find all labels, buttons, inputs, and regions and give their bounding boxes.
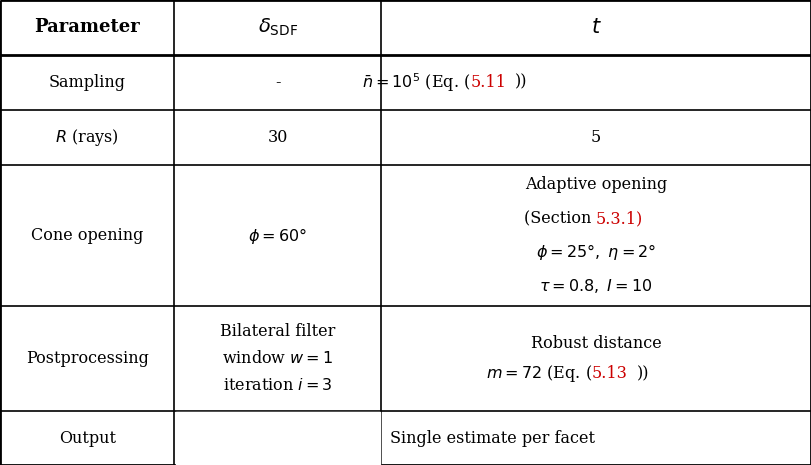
Text: Postprocessing: Postprocessing	[26, 350, 148, 367]
Text: Cone opening: Cone opening	[31, 227, 144, 244]
Text: $R$ (rays): $R$ (rays)	[55, 126, 119, 148]
Text: Adaptive opening: Adaptive opening	[525, 176, 667, 193]
Text: 5: 5	[591, 129, 601, 146]
Text: )): ))	[515, 74, 527, 91]
Text: Sampling: Sampling	[49, 74, 126, 91]
Text: -: -	[275, 74, 281, 91]
Text: $m = 72$ (Eq. (: $m = 72$ (Eq. (	[486, 363, 592, 384]
Text: $\phi = 25°,\ \eta = 2°$: $\phi = 25°,\ \eta = 2°$	[536, 242, 656, 262]
Text: $\tau = 0.8,\ I = 10$: $\tau = 0.8,\ I = 10$	[539, 277, 653, 295]
Text: $\bar{n} = 10^5$ (Eq. (: $\bar{n} = 10^5$ (Eq. (	[362, 71, 470, 93]
Text: 5.13: 5.13	[592, 365, 628, 382]
Text: Robust distance: Robust distance	[530, 335, 662, 352]
Text: Output: Output	[58, 430, 116, 446]
Text: $\phi = 60°$: $\phi = 60°$	[248, 226, 307, 246]
Text: )): ))	[637, 365, 649, 382]
Text: (Section: (Section	[524, 210, 596, 227]
Text: $t$: $t$	[590, 18, 602, 37]
Text: Bilateral filter: Bilateral filter	[220, 323, 336, 340]
Text: 5.11: 5.11	[470, 74, 506, 91]
Text: window $w = 1$: window $w = 1$	[222, 350, 333, 367]
Text: iteration $i = 3$: iteration $i = 3$	[223, 377, 333, 394]
Text: Parameter: Parameter	[34, 19, 140, 36]
Text: 5.3.1): 5.3.1)	[596, 210, 643, 227]
Text: 30: 30	[268, 129, 288, 146]
Text: Single estimate per facet: Single estimate per facet	[390, 430, 595, 446]
Text: $\delta_{\mathrm{SDF}}$: $\delta_{\mathrm{SDF}}$	[258, 17, 298, 38]
